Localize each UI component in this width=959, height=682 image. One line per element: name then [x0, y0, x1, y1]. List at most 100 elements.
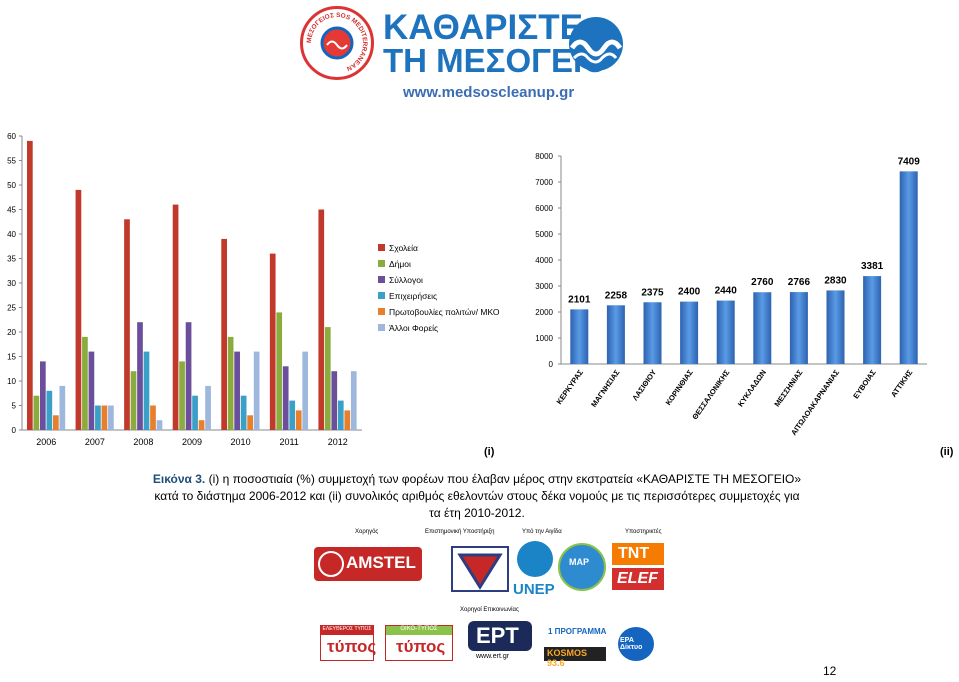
chart2-x-tick-label: ΚΟΡΙΝΘΙΑΣ [664, 368, 695, 407]
scientific-support-heading: Επιστημονική Υποστήριξη [425, 529, 495, 535]
chart1-bar [318, 209, 325, 430]
chart1-bar [88, 351, 95, 430]
unep-logo: UNEP [513, 541, 555, 603]
chart1-bar [143, 351, 150, 430]
chart1-y-tick-label: 35 [7, 255, 16, 264]
chart2-bars: 2101 2258 2375 2400 2440 2760 2766 2830 3381 7409 [564, 154, 924, 364]
chart1-bar [302, 351, 309, 430]
mediterranean-sos-seal-logo: ΜΕΣΟΓΕΙΟΣ SOS MEDITERRANEAN [300, 6, 374, 80]
chart2-data-label-box [637, 285, 668, 299]
eleftheros-typos-logo: ΕΛΕΥΘΕΡΟΣ ΤΥΠΟΣ τύπος [320, 625, 376, 661]
chart1-bar [137, 322, 143, 430]
chart1-legend-label: Πρωτοβουλίες πολιτών/ ΜΚΟ [389, 307, 500, 317]
chart1-bar [33, 395, 40, 430]
chart2-data-label-box [564, 292, 595, 306]
chart1-x-tick-label: 2008 [133, 437, 153, 447]
page-number: 12 [823, 664, 837, 678]
chart2-data-label-box [710, 283, 741, 297]
chart2-data-label-box [600, 288, 631, 302]
chart1-bar [59, 385, 66, 430]
chart1-x-tick-label: 2010 [231, 437, 251, 447]
chart1-bar [276, 312, 283, 430]
chart1-y-tick-label: 40 [7, 230, 16, 239]
chart1-bar [27, 140, 33, 430]
chart1-x-tick-label: 2009 [182, 437, 202, 447]
chart2-x-tick-label: ΜΑΓΝΗΣΙΑΣ [589, 368, 622, 409]
chart2-bar [606, 305, 625, 364]
chart2-x-tick-label: ΚΥΚΛΑΔΩΝ [736, 368, 768, 408]
chart2-data-label-box [747, 275, 778, 289]
chart2-data-label-box [674, 284, 705, 298]
chart2-y-tick-label: 3000 [535, 282, 553, 291]
chart1-y-tick-label: 5 [12, 402, 17, 411]
amstel-logo: AMSTEL [314, 547, 422, 581]
campaign-url[interactable]: www.medsoscleanup.gr [403, 84, 575, 101]
chart2-bar [716, 300, 735, 364]
figure-caption: Εικόνα 3. (i) η ποσοστιαία (%) συμμετοχή… [152, 471, 802, 522]
chart1-legend-label: Δήμοι [389, 259, 411, 269]
chart2-data-label: 2258 [605, 290, 628, 301]
chart1-bar [95, 405, 101, 430]
chart1-bar [179, 361, 185, 430]
chart1-y-tick-label: 45 [7, 206, 16, 215]
caption-label: Εικόνα 3. [152, 472, 206, 486]
scientific-support-logo [451, 546, 509, 592]
chart2-y-tick-label: 7000 [535, 178, 553, 187]
chart1-bar [124, 219, 130, 430]
chart1-bar [185, 322, 192, 430]
chart1-y-tick-label: 60 [7, 132, 16, 141]
chart2-x-tick-label: ΘΕΣΣΑΛΟΝΙΚΗΣ [690, 368, 731, 422]
chart2-bar [680, 301, 699, 364]
seal-graphic: ΜΕΣΟΓΕΙΟΣ SOS MEDITERRANEAN [306, 12, 368, 72]
chart2-x-tick-label: ΑΤΤΙΚΗΣ [889, 368, 915, 399]
chart1-y-tick-label: 0 [12, 426, 17, 435]
chart2-bar [570, 309, 589, 364]
chart2-data-label: 2375 [641, 287, 664, 298]
under-auspices-heading: Υπό την Αιγίδα [522, 529, 562, 535]
participation-chart: 0 5 10 15 20 25 30 35 40 45 50 55 60 2006 2007 2008 2009… [7, 132, 500, 447]
tnt-logo: TNT [612, 543, 664, 565]
chart2-y-tick-label: 2000 [535, 308, 553, 317]
chart2-y-tick-label: 5000 [535, 230, 553, 239]
chart2-y-tick-label: 8000 [535, 152, 553, 161]
chart1-y-tick-label: 25 [7, 304, 16, 313]
chart1-bar [289, 400, 296, 430]
chart1-bar [40, 361, 46, 430]
chart2-data-label: 2760 [751, 277, 774, 288]
chart2-x-tick-label: ΜΕΣΣΗΝΙΑΣ [772, 368, 804, 409]
chart1-bar [150, 405, 156, 430]
chart1-bar [247, 415, 253, 430]
chart1-x-tick-label: 2006 [36, 437, 56, 447]
era-diktyo-logo: ΕΡΑ Δίκτυο [618, 627, 654, 661]
chart1-bar [172, 204, 179, 430]
chart1-bar [234, 351, 240, 430]
chart1-x-tick-label: 2011 [279, 437, 298, 447]
chart1-bar [240, 395, 247, 430]
chart1-bar [156, 420, 163, 430]
chart2-bar [643, 302, 662, 364]
chart1-bar [269, 253, 276, 430]
chart2-bar [789, 292, 808, 364]
ert-url: www.ert.gr [476, 653, 510, 660]
chart2-data-label-box [893, 154, 924, 168]
kosmos-logo: KOSMOS 93.6 [544, 647, 606, 668]
chart2-bar [899, 171, 918, 364]
chart1-bar [350, 371, 357, 430]
chart1-bars [27, 140, 357, 430]
chart2-x-tick-label: ΛΑΣΙΘΙΟΥ [630, 368, 658, 402]
sponsors-area: Χορηγός Επιστημονική Υποστήριξη Υπό την … [300, 523, 700, 668]
chart1-legend-swatch [378, 324, 385, 331]
chart1-y-tick-label: 15 [7, 353, 16, 362]
chart1-bar [227, 336, 234, 430]
chart2-data-label: 2400 [678, 287, 701, 298]
chart1-bar [205, 385, 211, 430]
chart2-data-label: 3381 [861, 261, 884, 272]
chart1-bar [130, 371, 137, 430]
chart2-data-label-box [820, 273, 851, 287]
panel-label-i: (i) [484, 446, 495, 458]
chart2-data-label: 2766 [788, 277, 811, 288]
chart1-y-tick-label: 20 [7, 328, 16, 337]
chart1-legend-swatch [378, 308, 385, 315]
chart1-bar [337, 400, 344, 430]
chart1-bar [198, 420, 205, 430]
